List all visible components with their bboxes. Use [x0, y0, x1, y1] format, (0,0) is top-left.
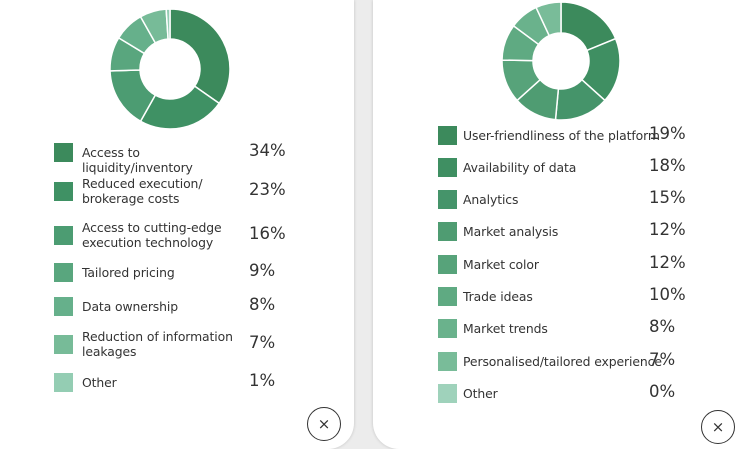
left-legend-swatch-5: [54, 334, 73, 354]
left-legend-swatch-2: [54, 225, 73, 245]
right-legend-label-1: Availability of data: [463, 159, 577, 175]
left-legend-swatch-3: [54, 262, 73, 282]
close-button-right[interactable]: ×: [701, 410, 735, 444]
left-legend-value-3: 9%: [249, 261, 276, 280]
right-legend-swatch-4: [438, 254, 457, 274]
right-legend-value-7: 7%: [649, 350, 676, 369]
right-legend-swatch-3: [438, 221, 457, 241]
right-slice-7: [535, 1, 562, 37]
left-legend-value-4: 8%: [249, 295, 276, 314]
right-legend-swatch-7: [438, 351, 457, 371]
right-legend-value-2: 15%: [649, 188, 686, 207]
right-legend-label-0: User-friendliness of the platform: [463, 127, 660, 143]
left-legend-value-6: 1%: [249, 371, 276, 390]
right-legend-value-4: 12%: [649, 253, 686, 272]
right-chart-panel: User-friendliness of the platform 19% Avai…: [373, 0, 736, 449]
donut-chart-right: [501, 1, 621, 121]
left-legend-label-6: Other: [82, 374, 117, 390]
right-legend-label-6: Market trends: [463, 320, 548, 336]
right-legend-label-8: Other: [463, 385, 498, 401]
right-legend-swatch-2: [438, 189, 457, 209]
right-legend-swatch-6: [438, 318, 457, 338]
right-legend-value-8: 0%: [649, 382, 676, 401]
left-legend-label-3: Tailored pricing: [82, 264, 175, 280]
left-legend-swatch-0: [54, 142, 73, 162]
left-legend-value-1: 23%: [249, 180, 286, 199]
right-legend-label-4: Market color: [463, 256, 539, 272]
left-legend-value-0: 34%: [249, 141, 286, 160]
left-legend-value-2: 16%: [249, 224, 286, 243]
right-legend-value-6: 8%: [649, 317, 676, 336]
left-legend-label-0: Access to liquidity/inventory: [82, 144, 193, 175]
left-slice-0: [169, 8, 231, 105]
left-legend-value-5: 7%: [249, 333, 276, 352]
right-legend-swatch-8: [438, 383, 457, 403]
left-legend-label-5: Reduction of information leakages: [82, 329, 233, 359]
right-legend-value-0: 19%: [649, 124, 686, 143]
right-legend-label-5: Trade ideas: [463, 288, 533, 304]
donut-chart-left: [109, 8, 231, 130]
right-legend-label-2: Analytics: [463, 191, 519, 207]
right-legend-value-1: 18%: [649, 156, 686, 175]
left-legend-swatch-1: [54, 181, 73, 201]
right-legend-label-3: Market analysis: [463, 223, 559, 239]
right-legend-swatch-1: [438, 157, 457, 177]
left-legend-label-2: Access to cutting-edge execution technol…: [82, 220, 222, 250]
left-legend-label-4: Data ownership: [82, 298, 179, 314]
close-button-left[interactable]: ×: [307, 407, 341, 441]
right-legend-value-5: 10%: [649, 285, 686, 304]
left-legend-swatch-4: [54, 296, 73, 316]
left-chart-panel: Access to liquidity/inventory 34% Reduced …: [0, 0, 354, 449]
left-legend-label-1: Reduced execution/ brokerage costs: [82, 176, 203, 206]
right-legend-swatch-0: [438, 125, 457, 145]
right-legend-swatch-5: [438, 286, 457, 306]
left-legend-swatch-6: [54, 372, 73, 392]
left-slice-6: [165, 8, 171, 40]
right-legend-value-3: 12%: [649, 220, 686, 239]
right-legend-label-7: Personalised/tailored experience: [463, 353, 662, 369]
